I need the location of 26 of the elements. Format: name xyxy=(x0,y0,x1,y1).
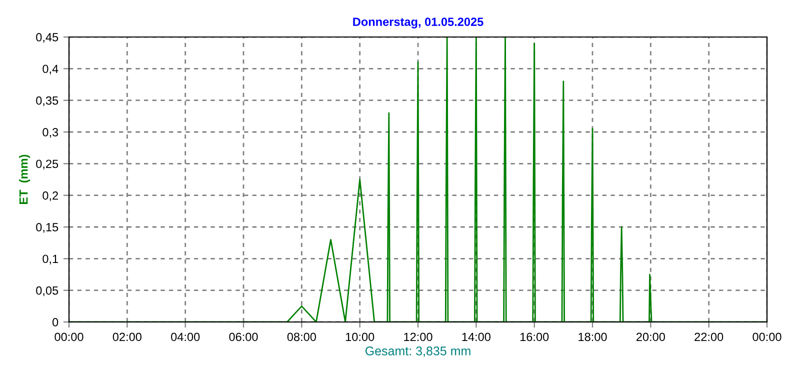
y-tick-label: 0 xyxy=(52,318,58,326)
x-tick-label: 22:00 xyxy=(694,332,724,342)
x-tick-label: 10:00 xyxy=(346,332,374,342)
x-tick-label: 02:00 xyxy=(112,332,142,342)
x-tick-label: 00:00 xyxy=(752,332,782,342)
x-tick-label: 20:00 xyxy=(636,332,665,342)
x-tick-label: 06:00 xyxy=(229,332,258,342)
x-axis-title: Gesamt: 3,835 mm xyxy=(365,346,470,357)
x-tick-label: 18:00 xyxy=(578,332,607,342)
x-tick-label: 14:00 xyxy=(462,332,490,342)
y-tick-label: 0,1 xyxy=(42,254,58,264)
y-tick-label: 0,05 xyxy=(36,286,58,296)
y-tick-label: 0,35 xyxy=(36,96,58,106)
y-tick-label: 0,45 xyxy=(36,33,58,43)
x-tick-label: 12:00 xyxy=(404,332,432,342)
chart-title: Donnerstag, 01.05.2025 xyxy=(353,18,484,28)
x-tick-label: 04:00 xyxy=(171,332,200,342)
y-tick-label: 0,25 xyxy=(36,160,58,170)
y-tick-label: 0,2 xyxy=(42,191,58,202)
y-axis-title: ET (mm) xyxy=(19,154,30,204)
y-tick-label: 0,15 xyxy=(36,223,58,233)
x-tick-label: 00:00 xyxy=(54,332,84,342)
x-tick-label: 16:00 xyxy=(520,332,549,342)
x-tick-label: 08:00 xyxy=(287,332,316,342)
y-tick-label: 0,4 xyxy=(42,64,58,74)
y-tick-label: 0,3 xyxy=(42,128,58,138)
